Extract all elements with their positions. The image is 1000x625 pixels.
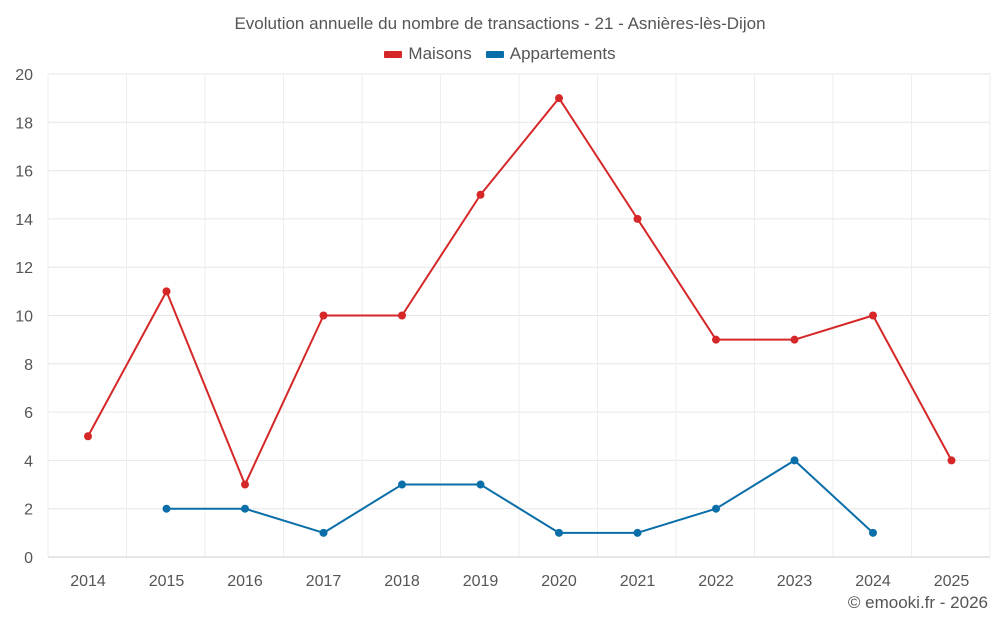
data-point-appartements-2020: [555, 528, 563, 537]
data-point-maisons-2014: [84, 432, 92, 441]
series-line-maisons: [87, 97, 953, 486]
data-point-maisons-2023: [790, 335, 799, 344]
x-tick-label: 2015: [149, 573, 185, 590]
data-point-maisons-2022: [712, 335, 720, 344]
y-tick-label: 12: [15, 260, 33, 277]
data-point-appartements-2016: [241, 504, 249, 513]
data-point-maisons-2015: [162, 287, 171, 296]
legend-label-appartements: Appartements: [509, 44, 616, 63]
data-point-maisons-2018: [398, 311, 406, 320]
legend-swatch-maisons: [384, 50, 403, 58]
x-tick-label: 2025: [934, 573, 970, 590]
data-point-appartements-2017: [319, 528, 328, 537]
legend-swatch-appartements: [485, 50, 504, 58]
y-tick-label: 8: [24, 357, 33, 374]
data-point-maisons-2024: [869, 311, 877, 320]
x-tick-label: 2017: [306, 573, 342, 590]
y-tick-label: 2: [24, 502, 33, 519]
series: [84, 94, 956, 537]
data-point-appartements-2022: [712, 504, 720, 513]
y-tick-label: 16: [15, 164, 33, 181]
data-point-maisons-2017: [319, 311, 328, 320]
data-point-appartements-2015: [162, 504, 171, 513]
grid: [47, 73, 991, 558]
data-point-maisons-2019: [476, 190, 485, 199]
data-point-maisons-2020: [555, 94, 563, 103]
x-tick-label: 2016: [227, 573, 263, 590]
y-tick-label: 4: [24, 453, 33, 470]
y-tick-label: 18: [15, 115, 33, 132]
x-tick-label: 2022: [698, 573, 734, 590]
chart-title: Evolution annuelle du nombre de transact…: [234, 14, 766, 33]
legend-item-maisons[interactable]: Maisons: [384, 44, 472, 64]
data-point-appartements-2018: [398, 480, 406, 489]
x-tick-label: 2023: [777, 573, 813, 590]
y-tick-label: 0: [24, 550, 33, 567]
y-tick-label: 6: [24, 405, 33, 422]
data-point-appartements-2024: [869, 528, 877, 537]
data-point-appartements-2023: [790, 456, 799, 465]
legend-item-appartements[interactable]: Appartements: [485, 44, 616, 64]
x-tick-label: 2024: [855, 573, 891, 590]
axes: 0 2 4 6 8 10 12 14 16 18 20 2014 2015 2016 2017 2018 201…: [15, 67, 990, 590]
data-point-appartements-2021: [633, 528, 642, 537]
x-tick-label: 2014: [70, 573, 106, 590]
data-point-appartements-2019: [476, 480, 485, 489]
data-point-maisons-2025: [947, 456, 956, 465]
y-tick-label: 10: [15, 309, 33, 326]
x-tick-label: 2020: [541, 573, 577, 590]
data-point-maisons-2021: [633, 214, 642, 223]
series-line-appartements: [166, 459, 874, 534]
x-tick-label: 2019: [463, 573, 499, 590]
y-tick-label: 14: [15, 212, 33, 229]
y-tick-label: 20: [15, 67, 33, 84]
legend: Maisons Appartements: [0, 44, 1000, 64]
data-point-maisons-2016: [241, 480, 249, 489]
watermark: © emooki.fr - 2026: [847, 593, 988, 612]
x-tick-label: 2018: [384, 573, 420, 590]
x-tick-label: 2021: [620, 573, 656, 590]
legend-label-maisons: Maisons: [408, 44, 472, 63]
